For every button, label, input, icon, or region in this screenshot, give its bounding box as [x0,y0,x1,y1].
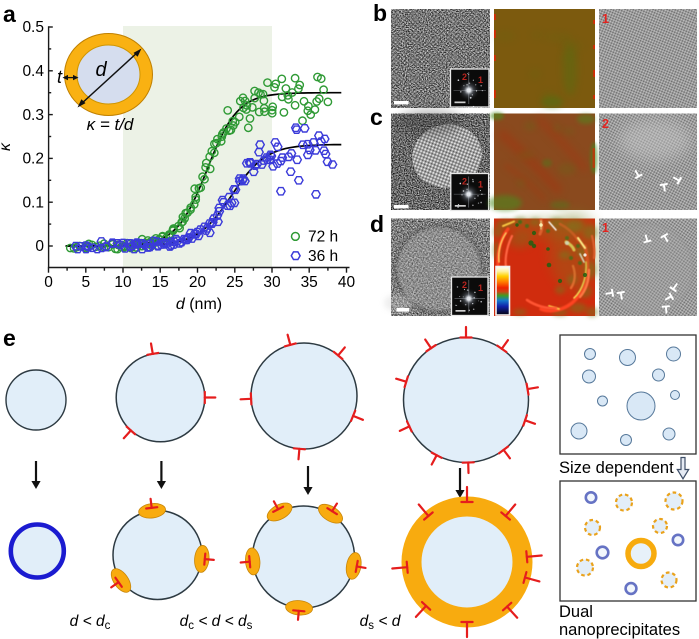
svg-text:72 h: 72 h [308,229,338,246]
svg-text:1: 1 [478,283,483,293]
svg-text:t: t [57,67,63,87]
svg-text:nanoprecipitates: nanoprecipitates [559,621,680,639]
svg-text:20: 20 [189,274,207,291]
svg-text:b: b [373,0,387,26]
svg-text:2: 2 [462,280,467,290]
svg-text:d (nm): d (nm) [176,296,222,313]
svg-text:1: 1 [478,75,483,85]
svg-text:2: 2 [602,117,609,131]
svg-text:d: d [370,211,384,237]
svg-text:Dual: Dual [559,603,593,621]
svg-text:κ: κ [0,142,14,151]
svg-text:0.3: 0.3 [22,107,44,124]
svg-text:κ = t/d: κ = t/d [87,115,134,134]
svg-text:30: 30 [263,274,281,291]
svg-text:10: 10 [114,274,132,291]
svg-text:0.2: 0.2 [22,151,44,168]
svg-text:1: 1 [602,12,609,26]
svg-text:dc < d < ds: dc < d < ds [180,613,253,632]
svg-text:2: 2 [462,177,467,187]
svg-text:d: d [95,59,107,81]
svg-text:1: 1 [478,180,483,190]
svg-text:d < dc: d < dc [70,613,111,632]
svg-text:5: 5 [81,274,90,291]
svg-text:0: 0 [35,238,44,255]
svg-text:36 h: 36 h [308,248,338,265]
svg-text:35: 35 [301,274,318,291]
svg-text:40: 40 [338,274,356,291]
svg-text:0.4: 0.4 [22,63,44,80]
svg-text:ds < d: ds < d [360,613,402,632]
svg-text:25: 25 [226,274,243,291]
svg-text:0.5: 0.5 [22,19,44,36]
svg-text:c: c [370,104,383,130]
svg-text:e: e [3,325,16,351]
svg-text:0.1: 0.1 [22,194,44,211]
svg-text:2: 2 [462,72,467,82]
svg-text:0: 0 [44,274,53,291]
svg-text:1: 1 [602,221,609,235]
svg-text:a: a [3,1,16,27]
svg-text:15: 15 [152,274,169,291]
svg-text:Size dependent: Size dependent [559,459,674,477]
